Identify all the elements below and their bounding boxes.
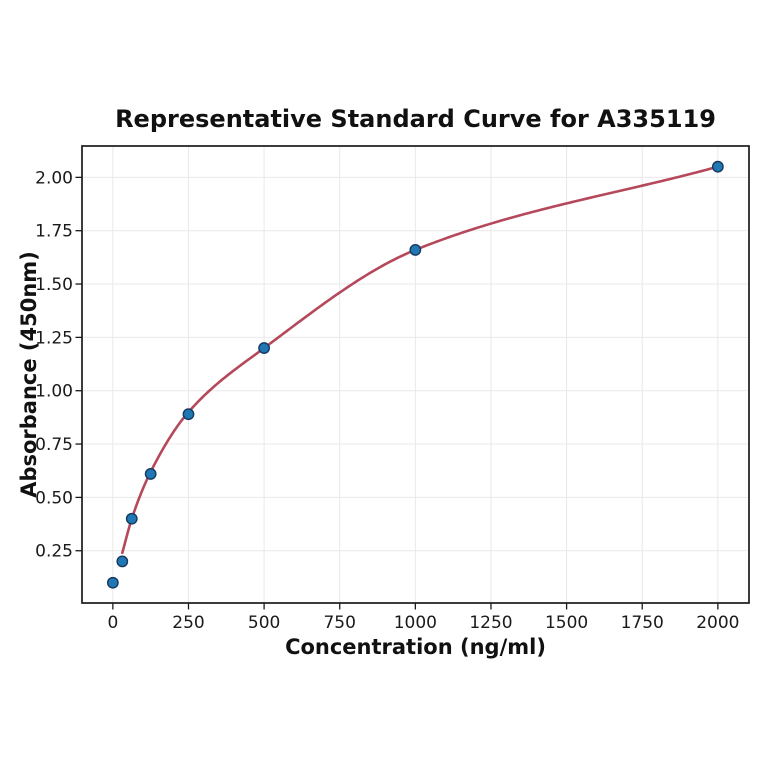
data-layer [106,160,724,589]
y-tick-label: 0.50 [35,488,73,508]
x-tick-label: 2000 [696,613,739,633]
x-tick-label: 750 [323,613,355,633]
data-point [409,244,422,256]
y-tick-label: 0.25 [35,542,73,562]
x-tick-label: 1500 [545,613,588,633]
grid-layer [82,146,749,603]
y-tick-label: 1.50 [35,275,73,295]
y-tick-label: 0.75 [35,435,73,455]
data-point [125,512,138,525]
data-point [106,576,119,589]
data-point [711,160,724,173]
data-point [182,408,195,421]
x-tick-label: 1250 [469,613,512,633]
data-point [258,342,271,354]
chart-title: Representative Standard Curve for A33511… [115,105,716,133]
x-tick-label: 500 [248,613,280,633]
y-tick-label: 1.75 [35,222,73,242]
y-tick-label: 2.00 [35,168,73,188]
x-tick-label: 1750 [621,613,664,633]
data-point [144,468,157,480]
axes-layer: 0 250 500 750 1000 1250 1500 1750 2000 0.25 0.50 0.… [35,145,750,633]
y-tick-label: 1.25 [35,328,73,348]
y-tick-label: 1.00 [35,382,73,402]
x-tick-label: 0 [107,613,118,633]
data-point [116,555,129,568]
x-tick-label: 1000 [394,613,437,633]
x-tick-label: 250 [172,613,204,633]
x-axis-label: Concentration (ng/ml) [285,635,546,659]
y-axis-label: Absorbance (450nm) [17,251,41,498]
standard-curve [121,165,720,555]
